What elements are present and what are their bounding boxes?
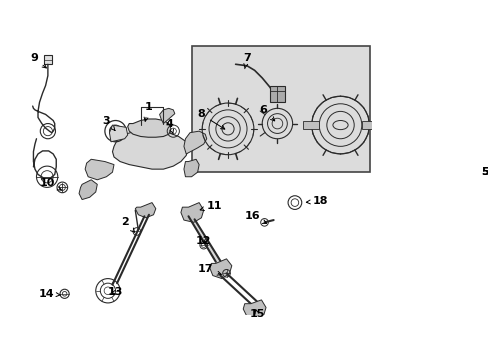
Text: 7: 7 bbox=[243, 53, 250, 69]
Text: 15: 15 bbox=[249, 309, 264, 319]
Polygon shape bbox=[112, 130, 188, 169]
Polygon shape bbox=[183, 159, 199, 177]
Text: 5: 5 bbox=[480, 167, 488, 177]
Polygon shape bbox=[85, 159, 114, 180]
Polygon shape bbox=[127, 119, 171, 137]
Polygon shape bbox=[302, 121, 319, 129]
Text: 16: 16 bbox=[244, 211, 266, 224]
Text: 3: 3 bbox=[102, 116, 115, 131]
Polygon shape bbox=[183, 131, 206, 154]
Polygon shape bbox=[44, 55, 52, 64]
Polygon shape bbox=[269, 86, 285, 102]
Text: 17: 17 bbox=[197, 265, 221, 275]
Text: 1: 1 bbox=[144, 102, 152, 121]
Text: 12: 12 bbox=[195, 235, 211, 246]
Polygon shape bbox=[243, 300, 265, 320]
Polygon shape bbox=[209, 259, 231, 279]
Polygon shape bbox=[135, 203, 156, 218]
Text: 14: 14 bbox=[39, 289, 61, 299]
Text: 13: 13 bbox=[107, 287, 123, 297]
Polygon shape bbox=[109, 125, 127, 142]
Text: 10: 10 bbox=[39, 178, 61, 190]
Bar bbox=[191, 46, 369, 172]
Text: 11: 11 bbox=[200, 201, 222, 211]
Polygon shape bbox=[181, 203, 203, 222]
Text: 5: 5 bbox=[480, 167, 488, 177]
Polygon shape bbox=[159, 108, 175, 123]
Text: 4: 4 bbox=[165, 118, 173, 134]
Text: 8: 8 bbox=[197, 109, 224, 129]
Polygon shape bbox=[361, 121, 378, 129]
Text: 9: 9 bbox=[30, 53, 46, 68]
Text: 6: 6 bbox=[259, 105, 274, 121]
Polygon shape bbox=[79, 180, 97, 199]
Text: 2: 2 bbox=[122, 217, 134, 232]
Text: 18: 18 bbox=[306, 196, 328, 206]
